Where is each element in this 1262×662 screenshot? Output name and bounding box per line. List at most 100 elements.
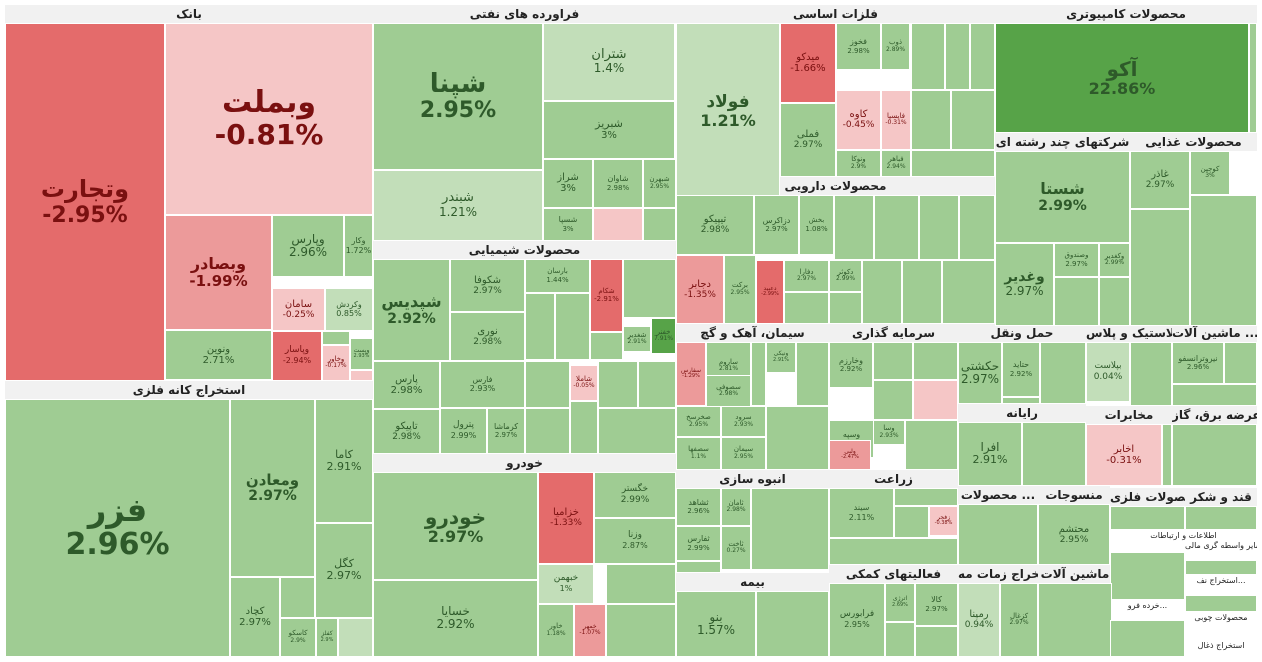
minor-stock-tile[interactable] bbox=[902, 260, 942, 324]
minor-stock-tile[interactable] bbox=[913, 342, 958, 380]
stock-tile[interactable]: وکار 1.72% bbox=[344, 215, 373, 277]
stock-tile[interactable]: وبصادر -1.99% bbox=[165, 215, 272, 330]
stock-tile[interactable]: اترژی 2.69% bbox=[885, 583, 915, 622]
stock-tile[interactable]: ونوین 2.71% bbox=[165, 330, 272, 380]
stock-tile[interactable]: وصندوق 2.97% bbox=[1054, 243, 1099, 277]
sector-title[interactable]: عرضه برق، گاز bbox=[1172, 406, 1257, 424]
stock-tile[interactable]: افرا 2.91% bbox=[958, 422, 1022, 486]
sector-title[interactable]: قند و شکر bbox=[1185, 488, 1257, 506]
minor-stock-tile[interactable] bbox=[338, 618, 373, 657]
stock-tile[interactable]: غاذر 2.97% bbox=[1130, 151, 1190, 209]
minor-stock-tile[interactable] bbox=[1185, 560, 1257, 575]
stock-tile[interactable]: خمهر -1.07% bbox=[574, 604, 606, 657]
minor-stock-tile[interactable] bbox=[598, 408, 676, 454]
sector-title[interactable]: حمل ونقل bbox=[958, 324, 1086, 342]
sector-title[interactable]: سایر واسطه گری مالی bbox=[1185, 541, 1257, 550]
stock-tile[interactable]: سیمان 2.95% bbox=[721, 437, 766, 470]
stock-tile[interactable]: فارس 2.93% bbox=[440, 361, 525, 408]
stock-tile[interactable]: شتران 1.4% bbox=[543, 23, 675, 101]
minor-stock-tile[interactable] bbox=[593, 208, 643, 241]
sector-title[interactable]: فعالیتهای کمکی bbox=[829, 565, 958, 583]
minor-stock-tile[interactable] bbox=[1172, 384, 1257, 406]
stock-tile[interactable]: کالا 2.97% bbox=[915, 583, 958, 626]
sector-title[interactable]: استخراج کانه فلزی bbox=[5, 381, 373, 399]
sector-title[interactable]: بیمه bbox=[676, 573, 829, 591]
stock-tile[interactable]: وپست 2.93% bbox=[350, 338, 373, 370]
minor-stock-tile[interactable] bbox=[676, 561, 721, 573]
minor-stock-tile[interactable] bbox=[570, 401, 598, 454]
sector-title[interactable]: خودرو bbox=[373, 454, 676, 472]
stock-tile[interactable]: وسا 2.93% bbox=[873, 420, 905, 445]
stock-tile[interactable]: شپنا 2.95% bbox=[373, 23, 543, 170]
stock-tile[interactable]: سامان -0.25% bbox=[272, 288, 325, 331]
sector-title[interactable]: محصولات چوبی bbox=[1194, 613, 1248, 622]
minor-stock-tile[interactable] bbox=[280, 577, 315, 618]
stock-tile[interactable]: کزغال 2.97% bbox=[1000, 583, 1038, 657]
stock-tile[interactable]: نیروترانسفو 2.96% bbox=[1172, 342, 1224, 384]
sector-title[interactable]: محصولات کامپیوتری bbox=[995, 5, 1257, 23]
stock-tile[interactable]: بپلاست 0.04% bbox=[1086, 342, 1130, 402]
stock-tile[interactable]: تاپیکو 2.98% bbox=[373, 409, 440, 454]
stock-tile[interactable]: تیپیکو 2.98% bbox=[676, 195, 754, 255]
stock-tile[interactable]: وزنا 2.87% bbox=[594, 518, 676, 564]
stock-tile[interactable]: شپدیس 2.92% bbox=[373, 259, 450, 361]
minor-stock-tile[interactable] bbox=[756, 591, 829, 657]
minor-stock-tile[interactable] bbox=[784, 292, 829, 324]
stock-tile[interactable]: وبملت -0.81% bbox=[165, 23, 373, 215]
stock-tile[interactable]: ثامان 2.98% bbox=[721, 488, 751, 526]
stock-tile[interactable]: دکوثر 2.99% bbox=[829, 260, 862, 292]
stock-tile[interactable]: شبندر 1.21% bbox=[373, 170, 543, 241]
minor-stock-tile[interactable] bbox=[1224, 342, 1257, 384]
stock-tile[interactable]: برکت 2.95% bbox=[724, 255, 756, 324]
minor-stock-tile[interactable] bbox=[885, 622, 915, 657]
stock-tile[interactable]: خزامیا -1.33% bbox=[538, 472, 594, 564]
minor-stock-tile[interactable] bbox=[951, 90, 995, 150]
minor-stock-tile[interactable] bbox=[1040, 342, 1086, 404]
sector-title[interactable]: انبوه سازی bbox=[676, 470, 829, 488]
minor-stock-tile[interactable] bbox=[751, 342, 766, 406]
sector-title[interactable]: شرکتهای چند رشته ای bbox=[995, 133, 1130, 151]
sector-title[interactable]: بانک bbox=[5, 5, 373, 23]
stock-tile[interactable]: شسپا 3% bbox=[543, 208, 593, 241]
stock-tile[interactable]: ونیکی 2.91% bbox=[766, 342, 796, 373]
stock-tile[interactable]: کاما 2.91% bbox=[315, 399, 373, 523]
stock-tile[interactable]: کگل 2.97% bbox=[315, 523, 373, 618]
minor-stock-tile[interactable] bbox=[945, 23, 970, 90]
minor-stock-tile[interactable] bbox=[942, 260, 995, 324]
minor-stock-tile[interactable] bbox=[915, 626, 958, 657]
stock-tile[interactable]: شکوفا 2.97% bbox=[450, 259, 525, 312]
sector-title[interactable]: لاستیک و پلاس... bbox=[1086, 324, 1172, 342]
stock-tile[interactable]: خگستر 2.99% bbox=[594, 472, 676, 518]
stock-tile[interactable]: وکردش 0.85% bbox=[325, 288, 373, 331]
sector-title[interactable]: اطلاعات و ارتباطات bbox=[1150, 531, 1217, 540]
minor-stock-tile[interactable] bbox=[970, 23, 995, 90]
stock-tile[interactable]: وخارزم 2.92% bbox=[829, 342, 873, 388]
minor-stock-tile[interactable] bbox=[1054, 277, 1099, 326]
sector-title[interactable]: مخابرات bbox=[1086, 406, 1172, 424]
sector-title[interactable]: محصولات ... bbox=[958, 486, 1038, 504]
sector-title[interactable]: استخراج نف... bbox=[1196, 576, 1246, 585]
sector-title[interactable]: ماشین آلات bbox=[1038, 565, 1112, 583]
minor-stock-tile[interactable] bbox=[1162, 424, 1172, 486]
minor-stock-tile[interactable] bbox=[1110, 552, 1185, 600]
stock-tile[interactable]: ومعادن 2.97% bbox=[230, 399, 315, 577]
stock-tile[interactable]: شغدیر 2.91% bbox=[623, 326, 651, 352]
stock-tile[interactable]: شبهرن 2.95% bbox=[643, 159, 676, 208]
stock-tile[interactable]: حتاید 2.92% bbox=[1002, 342, 1040, 397]
minor-stock-tile[interactable] bbox=[598, 361, 638, 408]
minor-stock-tile[interactable] bbox=[766, 406, 829, 470]
minor-stock-tile[interactable] bbox=[1185, 595, 1257, 612]
stock-tile[interactable]: فزر 2.96% bbox=[5, 399, 230, 657]
stock-tile[interactable]: فرابورس 2.95% bbox=[829, 583, 885, 657]
minor-stock-tile[interactable] bbox=[911, 90, 951, 150]
minor-stock-tile[interactable] bbox=[1172, 424, 1257, 486]
stock-tile[interactable]: ذوب 2.89% bbox=[881, 23, 910, 70]
minor-stock-tile[interactable] bbox=[911, 23, 945, 90]
minor-stock-tile[interactable] bbox=[643, 208, 676, 241]
minor-stock-tile[interactable] bbox=[322, 331, 350, 345]
sector-title[interactable]: استخراج ذغال bbox=[1197, 641, 1245, 650]
stock-tile[interactable]: زفجر -0.38% bbox=[929, 506, 958, 536]
stock-tile[interactable]: وپاسار -2.94% bbox=[272, 331, 322, 381]
stock-tile[interactable]: فخوز 2.98% bbox=[836, 23, 881, 70]
stock-tile[interactable]: دفارا 2.97% bbox=[784, 260, 829, 292]
